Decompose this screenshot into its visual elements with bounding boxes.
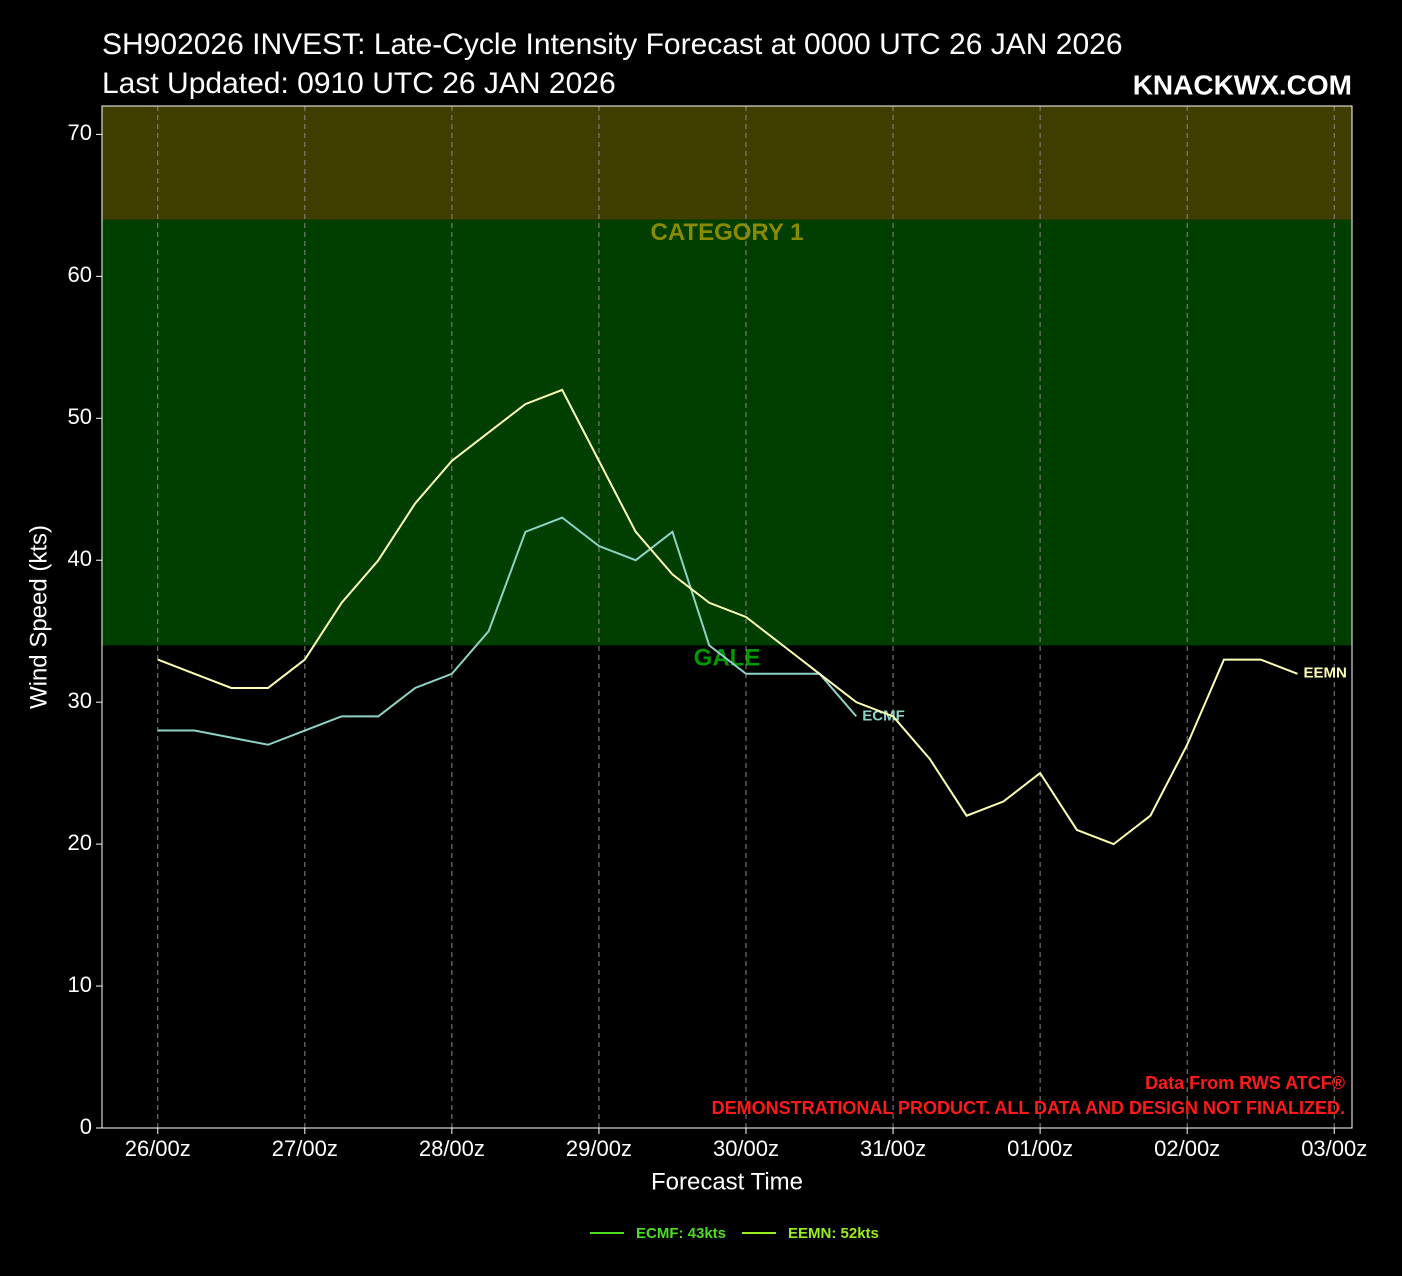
- series-line: [157, 388, 1298, 846]
- x-axis-label: Forecast Time: [651, 1168, 803, 1195]
- y-tick-label: 10: [68, 972, 92, 997]
- y-tick-label: 40: [68, 546, 92, 571]
- legend-label: ECMF: 43kts: [636, 1225, 726, 1242]
- x-tick-label: 27/00z: [272, 1136, 338, 1161]
- band: [102, 106, 1352, 220]
- legend-label: EEMN: 52kts: [788, 1225, 879, 1242]
- note: Data From RWS ATCF®: [1145, 1073, 1345, 1093]
- y-tick-label: 50: [68, 404, 92, 429]
- y-tick-label: 0: [80, 1114, 92, 1139]
- x-tick-label: 30/00z: [713, 1136, 779, 1161]
- band: [102, 219, 1352, 646]
- watermark: KNACKWX.COM: [1133, 69, 1352, 100]
- x-tick-label: 02/00z: [1154, 1136, 1220, 1161]
- series-line: [157, 516, 858, 746]
- x-tick-label: 29/00z: [566, 1136, 632, 1161]
- y-tick-label: 70: [68, 120, 92, 145]
- y-tick-label: 60: [68, 262, 92, 287]
- chart-subtitle: Last Updated: 0910 UTC 26 JAN 2026: [102, 67, 616, 100]
- x-tick-label: 01/00z: [1007, 1136, 1073, 1161]
- chart-title: SH902026 INVEST: Late-Cycle Intensity Fo…: [102, 28, 1123, 61]
- y-axis-label: Wind Speed (kts): [25, 525, 52, 709]
- x-tick-label: 31/00z: [860, 1136, 926, 1161]
- series-end-label: EEMN: [1303, 665, 1346, 682]
- band-label: CATEGORY 1: [651, 219, 804, 246]
- note: DEMONSTRATIONAL PRODUCT. ALL DATA AND DE…: [712, 1098, 1345, 1118]
- series-end-label: ECMF: [862, 707, 905, 724]
- y-tick-label: 30: [68, 688, 92, 713]
- y-tick-label: 20: [68, 830, 92, 855]
- x-tick-label: 26/00z: [125, 1136, 191, 1161]
- x-tick-label: 03/00z: [1301, 1136, 1367, 1161]
- plot-frame: [101, 105, 1353, 1129]
- x-tick-label: 28/00z: [419, 1136, 485, 1161]
